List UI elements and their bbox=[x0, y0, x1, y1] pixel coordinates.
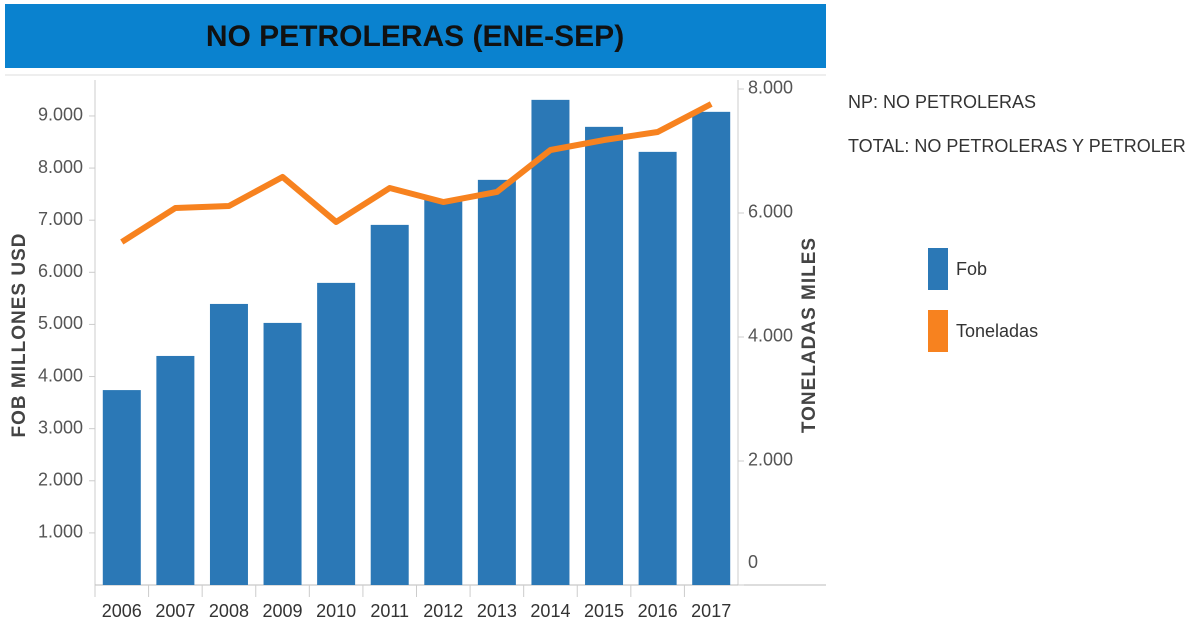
bar bbox=[424, 199, 463, 585]
annotation: TOTAL: NO PETROLERAS Y PETROLERAS bbox=[848, 136, 1185, 156]
title-banner bbox=[5, 4, 826, 68]
bar bbox=[209, 303, 248, 585]
legend-swatch bbox=[928, 310, 948, 352]
bar bbox=[585, 126, 624, 586]
x-tick-label: 2006 bbox=[102, 601, 142, 621]
bar bbox=[370, 224, 409, 585]
y2-tick-label: 4.000 bbox=[748, 326, 793, 346]
x-tick-label: 2011 bbox=[370, 601, 409, 621]
bar bbox=[531, 99, 570, 586]
y2-tick-label: 0 bbox=[748, 552, 758, 572]
x-tick-label: 2009 bbox=[263, 601, 303, 621]
x-tick-label: 2017 bbox=[691, 601, 731, 621]
bar bbox=[638, 151, 677, 586]
x-tick-label: 2010 bbox=[316, 601, 356, 621]
y2-tick-label: 2.000 bbox=[748, 450, 793, 470]
bar bbox=[477, 179, 516, 585]
y-tick-label: 2.000 bbox=[38, 470, 83, 490]
y2-axis-title: TONELADAS MILES bbox=[799, 237, 820, 433]
x-tick-label: 2016 bbox=[638, 601, 678, 621]
x-tick-label: 2012 bbox=[423, 601, 463, 621]
line bbox=[120, 101, 713, 245]
bar bbox=[263, 322, 302, 585]
x-tick-label: 2007 bbox=[155, 601, 195, 621]
legend-swatch bbox=[928, 248, 948, 290]
bar bbox=[156, 355, 195, 585]
y2-tick-label: 8.000 bbox=[748, 78, 793, 98]
chart-title: NO PETROLERAS (ENE-SEP) bbox=[206, 20, 624, 53]
y-tick-label: 3.000 bbox=[38, 417, 83, 437]
y-axis-title: FOB MILLONES USD bbox=[9, 233, 30, 438]
x-tick-label: 2013 bbox=[477, 601, 517, 621]
legend-label: Toneladas bbox=[956, 321, 1038, 341]
legend-label: Fob bbox=[956, 259, 987, 279]
y-tick-label: 6.000 bbox=[38, 261, 83, 281]
x-tick-label: 2015 bbox=[584, 601, 624, 621]
bar bbox=[692, 111, 731, 585]
y2-tick-label: 6.000 bbox=[748, 202, 793, 222]
y-tick-label: 4.000 bbox=[38, 365, 83, 385]
x-tick-label: 2008 bbox=[209, 601, 249, 621]
y-tick-label: 9.000 bbox=[38, 105, 83, 125]
y-tick-label: 8.000 bbox=[38, 157, 83, 177]
x-tick-label: 2014 bbox=[530, 601, 570, 621]
y-tick-label: 5.000 bbox=[38, 313, 83, 333]
bar bbox=[317, 282, 356, 585]
y-tick-label: 7.000 bbox=[38, 209, 83, 229]
annotation: NP: NO PETROLERAS bbox=[848, 92, 1036, 112]
y-tick-label: 1.000 bbox=[38, 522, 83, 542]
bar bbox=[102, 390, 141, 585]
